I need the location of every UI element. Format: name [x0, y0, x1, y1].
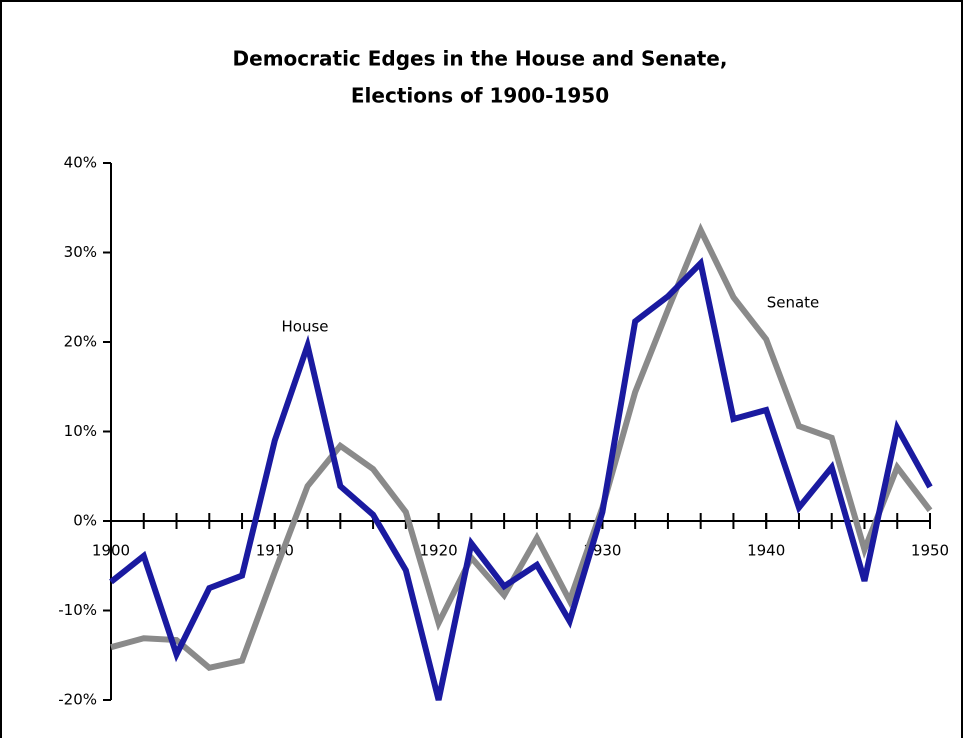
- series-label: Senate: [767, 294, 820, 312]
- chart-title: Democratic Edges in the House and Senate…: [233, 47, 728, 71]
- x-tick-label: 1920: [420, 542, 458, 560]
- x-tick-label: 1900: [92, 542, 130, 560]
- x-tick-label: 1940: [747, 542, 785, 560]
- y-tick-label: 10%: [64, 422, 97, 440]
- series-line: [110, 222, 933, 672]
- series-line: [109, 257, 933, 701]
- x-tick-label: 1950: [911, 542, 949, 560]
- y-tick-label: 30%: [64, 243, 97, 261]
- y-tick-label: 40%: [64, 154, 97, 172]
- y-tick-label: 20%: [64, 333, 97, 351]
- y-tick-label: -10%: [58, 601, 97, 619]
- y-tick-label: 0%: [73, 512, 97, 530]
- series-label: House: [281, 318, 328, 336]
- chart-title: Elections of 1900-1950: [351, 84, 609, 108]
- y-tick-label: -20%: [58, 691, 97, 709]
